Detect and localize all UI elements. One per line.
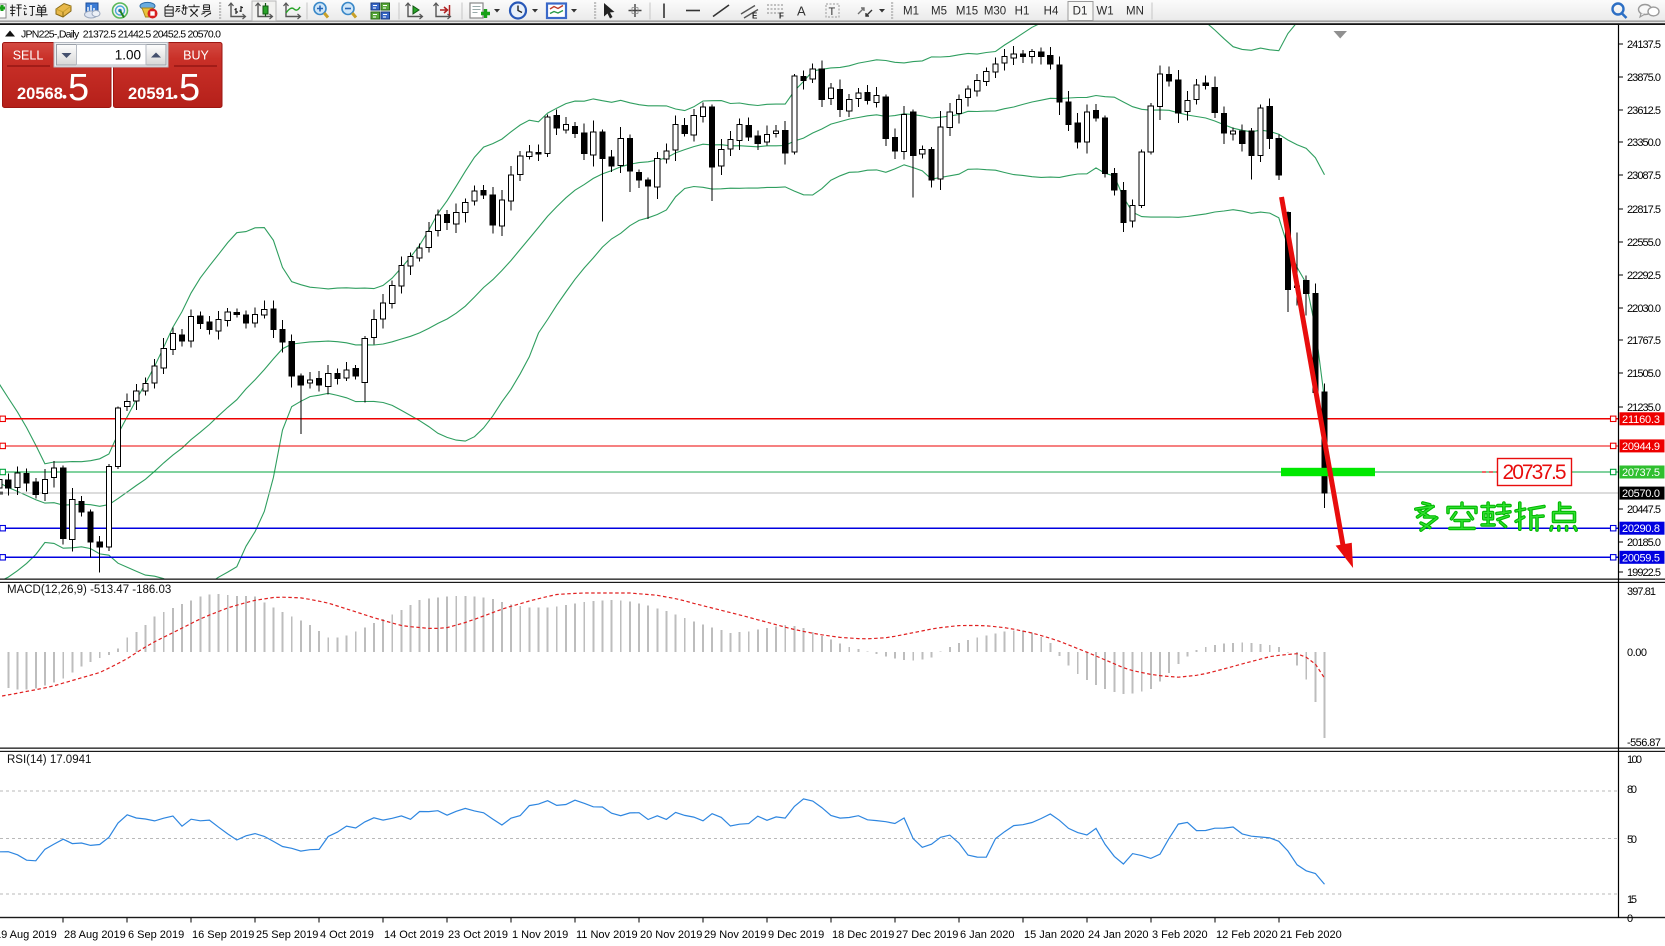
- svg-text:21 Feb 2020: 21 Feb 2020: [1280, 929, 1342, 941]
- svg-text:23612.5: 23612.5: [1627, 105, 1661, 117]
- svg-text:18 Dec 2019: 18 Dec 2019: [832, 929, 894, 941]
- svg-text:MACD(12,26,9) -513.47 -186.03: MACD(12,26,9) -513.47 -186.03: [7, 584, 171, 596]
- svg-text:20290.8: 20290.8: [1622, 523, 1660, 535]
- svg-text:A: A: [797, 4, 806, 19]
- svg-text:50: 50: [1627, 834, 1637, 846]
- svg-text:20570.0: 20570.0: [1622, 488, 1660, 500]
- svg-text:E: E: [752, 12, 758, 21]
- svg-text:19 Aug 2019: 19 Aug 2019: [0, 929, 57, 941]
- svg-text:4 Oct 2019: 4 Oct 2019: [320, 929, 374, 941]
- svg-text:0: 0: [1627, 913, 1633, 925]
- svg-text:22030.0: 22030.0: [1627, 303, 1661, 315]
- svg-text:100: 100: [1627, 754, 1642, 766]
- svg-text:24137.5: 24137.5: [1627, 39, 1661, 51]
- svg-text:20 Nov 2019: 20 Nov 2019: [640, 929, 702, 941]
- svg-text:22817.5: 22817.5: [1627, 204, 1661, 216]
- svg-text:M5: M5: [931, 6, 947, 18]
- svg-text:SELL: SELL: [13, 49, 44, 63]
- svg-text:12 Feb 2020: 12 Feb 2020: [1216, 929, 1278, 941]
- svg-text:20059.5: 20059.5: [1622, 552, 1660, 564]
- svg-text:20447.5: 20447.5: [1627, 504, 1661, 516]
- svg-text:5: 5: [179, 67, 200, 109]
- svg-text:BUY: BUY: [183, 49, 209, 63]
- svg-text:6 Jan 2020: 6 Jan 2020: [960, 929, 1014, 941]
- svg-text:20185.0: 20185.0: [1627, 537, 1661, 549]
- svg-text:W1: W1: [1096, 6, 1113, 18]
- svg-text:21160.3: 21160.3: [1622, 414, 1660, 426]
- svg-text:20737.5: 20737.5: [1503, 461, 1567, 484]
- svg-text:F: F: [779, 12, 784, 21]
- svg-text:D1: D1: [1073, 6, 1088, 18]
- svg-text:20591: 20591: [128, 85, 174, 103]
- svg-text:-556.87: -556.87: [1627, 737, 1661, 749]
- svg-text:23875.0: 23875.0: [1627, 72, 1661, 84]
- svg-text:29 Nov 2019: 29 Nov 2019: [704, 929, 766, 941]
- svg-text:9 Dec 2019: 9 Dec 2019: [768, 929, 824, 941]
- svg-text:RSI(14) 17.0941: RSI(14) 17.0941: [7, 754, 91, 766]
- svg-text:H1: H1: [1015, 6, 1030, 18]
- svg-text:23087.5: 23087.5: [1627, 170, 1661, 182]
- svg-text:21767.5: 21767.5: [1627, 335, 1661, 347]
- svg-text:T: T: [829, 6, 836, 18]
- svg-text:23 Oct 2019: 23 Oct 2019: [448, 929, 508, 941]
- svg-text:M30: M30: [984, 6, 1006, 18]
- svg-text:11 Nov 2019: 11 Nov 2019: [576, 929, 638, 941]
- svg-text:25 Sep 2019: 25 Sep 2019: [256, 929, 318, 941]
- svg-text:22292.5: 22292.5: [1627, 270, 1661, 282]
- svg-text:16 Sep 2019: 16 Sep 2019: [192, 929, 254, 941]
- svg-text:27 Dec 2019: 27 Dec 2019: [896, 929, 958, 941]
- svg-text:3 Feb 2020: 3 Feb 2020: [1152, 929, 1208, 941]
- svg-text:6 Sep 2019: 6 Sep 2019: [128, 929, 184, 941]
- svg-text:22555.0: 22555.0: [1627, 237, 1661, 249]
- svg-text:14 Oct 2019: 14 Oct 2019: [384, 929, 444, 941]
- svg-text:MN: MN: [1126, 6, 1144, 18]
- svg-text:80: 80: [1627, 784, 1637, 796]
- svg-text:1 Nov 2019: 1 Nov 2019: [512, 929, 568, 941]
- svg-text:21235.0: 21235.0: [1627, 402, 1661, 414]
- svg-text:M15: M15: [956, 6, 978, 18]
- svg-text:15 Jan 2020: 15 Jan 2020: [1024, 929, 1085, 941]
- svg-text:5: 5: [68, 67, 89, 109]
- svg-text:20568: 20568: [17, 85, 63, 103]
- svg-text:24 Jan 2020: 24 Jan 2020: [1088, 929, 1149, 941]
- svg-text:397.81: 397.81: [1627, 586, 1656, 598]
- svg-text:20944.9: 20944.9: [1622, 441, 1660, 453]
- svg-text:1.00: 1.00: [115, 48, 141, 63]
- svg-text:H4: H4: [1044, 6, 1059, 18]
- svg-text:21505.0: 21505.0: [1627, 368, 1661, 380]
- svg-text:28 Aug 2019: 28 Aug 2019: [64, 929, 126, 941]
- svg-text:15: 15: [1627, 894, 1637, 906]
- svg-text:0.00: 0.00: [1627, 647, 1647, 659]
- svg-text:M1: M1: [903, 6, 919, 18]
- svg-text:19922.5: 19922.5: [1627, 567, 1661, 579]
- svg-text:23350.0: 23350.0: [1627, 137, 1661, 149]
- svg-text:20737.5: 20737.5: [1622, 467, 1660, 479]
- svg-text:JPN225-,Daily 21372.5 21442.5: JPN225-,Daily 21372.5 21442.5 20452.5 20…: [21, 29, 221, 41]
